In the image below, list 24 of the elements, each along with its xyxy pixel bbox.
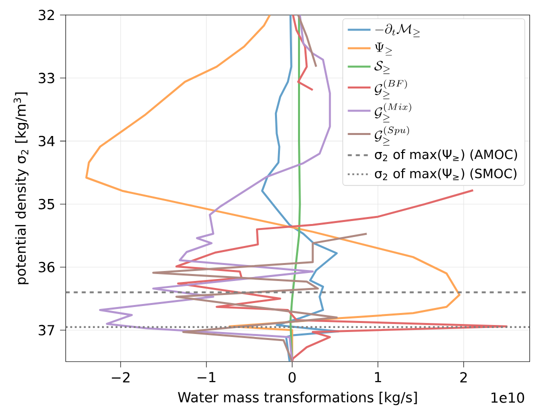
legend-label: σ$_{2}$ of max(Ψ$_{≥}$) (SMOC) [374, 168, 516, 180]
x-tick-label: 0 [288, 372, 296, 383]
legend-label: $\mathcal{G}^{(Spu)}_{\geq}$ [374, 126, 410, 146]
x-axis-title: Water mass transformations [kg/s] [178, 392, 417, 406]
legend-label: $-\partial_t \mathcal{M}_{\geq}$ [375, 24, 420, 38]
legend-label: $\mathcal{G}^{(BF)}_{\geq}$ [374, 80, 407, 100]
y-tick-label: 36 [38, 262, 54, 272]
y-axis-title: potential density σ$_{2}$ [kg/m$^{3}$] [14, 92, 29, 284]
x-tick-label: 1 [375, 372, 382, 382]
y-tick-label: 34 [38, 136, 55, 146]
legend-label: $\mathcal{S}_{\geq}$ [374, 60, 390, 74]
y-tick-label: 37 [38, 324, 54, 336]
legend-label: $\Psi_{\geq}$ [374, 42, 392, 56]
legend-label: $\mathcal{G}^{(Mix)}_{\geq}$ [374, 102, 412, 122]
legend-label: σ$_{2}$ of max(Ψ$_{≥}$) (AMOC) [374, 149, 518, 162]
line-series [99, 15, 331, 362]
x-tick-label: 2 [460, 372, 467, 382]
text: 1e10 [492, 392, 524, 403]
x-tick-label: −2 [112, 372, 130, 382]
y-tick-label: 33 [38, 72, 54, 84]
y-tick-label: 32 [38, 10, 54, 20]
line-series [261, 15, 340, 362]
x-tick-label: −1 [198, 372, 216, 382]
y-tick-label: 35 [38, 198, 54, 210]
